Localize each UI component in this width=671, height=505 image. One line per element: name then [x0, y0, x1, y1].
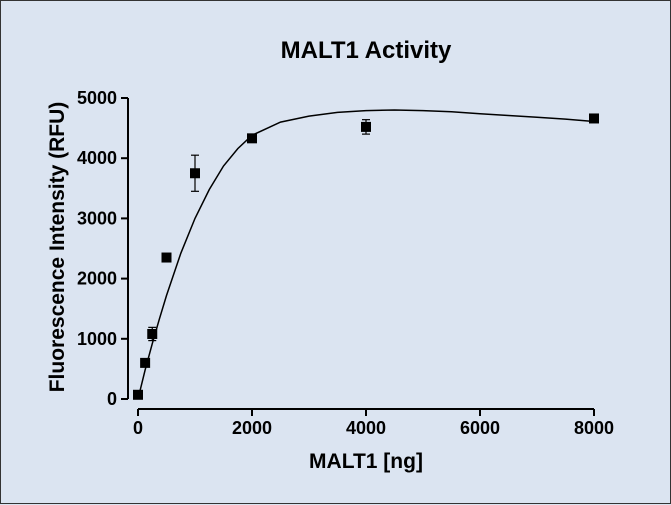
data-point — [133, 389, 143, 400]
x-axis-label: MALT1 [ng] — [309, 450, 423, 473]
y-tick-label: 1000 — [77, 329, 117, 349]
data-point — [361, 121, 371, 132]
x-tick-label: 6000 — [460, 418, 500, 438]
data-points — [133, 113, 599, 400]
y-axis-label: Fluorescence Intensity (RFU) — [46, 102, 69, 393]
y-tick-label: 5000 — [77, 88, 117, 108]
fit-curve — [137, 109, 595, 400]
x-tick-label: 8000 — [574, 418, 614, 438]
y-tick-label: 2000 — [77, 269, 117, 289]
y-tick-label: 3000 — [77, 208, 117, 228]
data-point — [589, 113, 599, 124]
x-tick-label: 4000 — [346, 418, 386, 438]
data-point — [140, 357, 151, 368]
x-tick-label: 0 — [133, 418, 143, 438]
fit-curve-line — [137, 109, 595, 400]
y-tick-label: 4000 — [77, 148, 117, 168]
data-point — [147, 328, 158, 339]
x-tick-label: 2000 — [232, 418, 272, 438]
chart-title: MALT1 Activity — [281, 37, 452, 64]
data-point — [190, 168, 200, 179]
y-tick-label: 0 — [107, 389, 117, 409]
data-point — [247, 133, 257, 144]
axes: 0 2000 4000 6000 8000 0 1000 2000 3000 4000 5000 — [77, 88, 614, 438]
data-point — [161, 252, 172, 263]
